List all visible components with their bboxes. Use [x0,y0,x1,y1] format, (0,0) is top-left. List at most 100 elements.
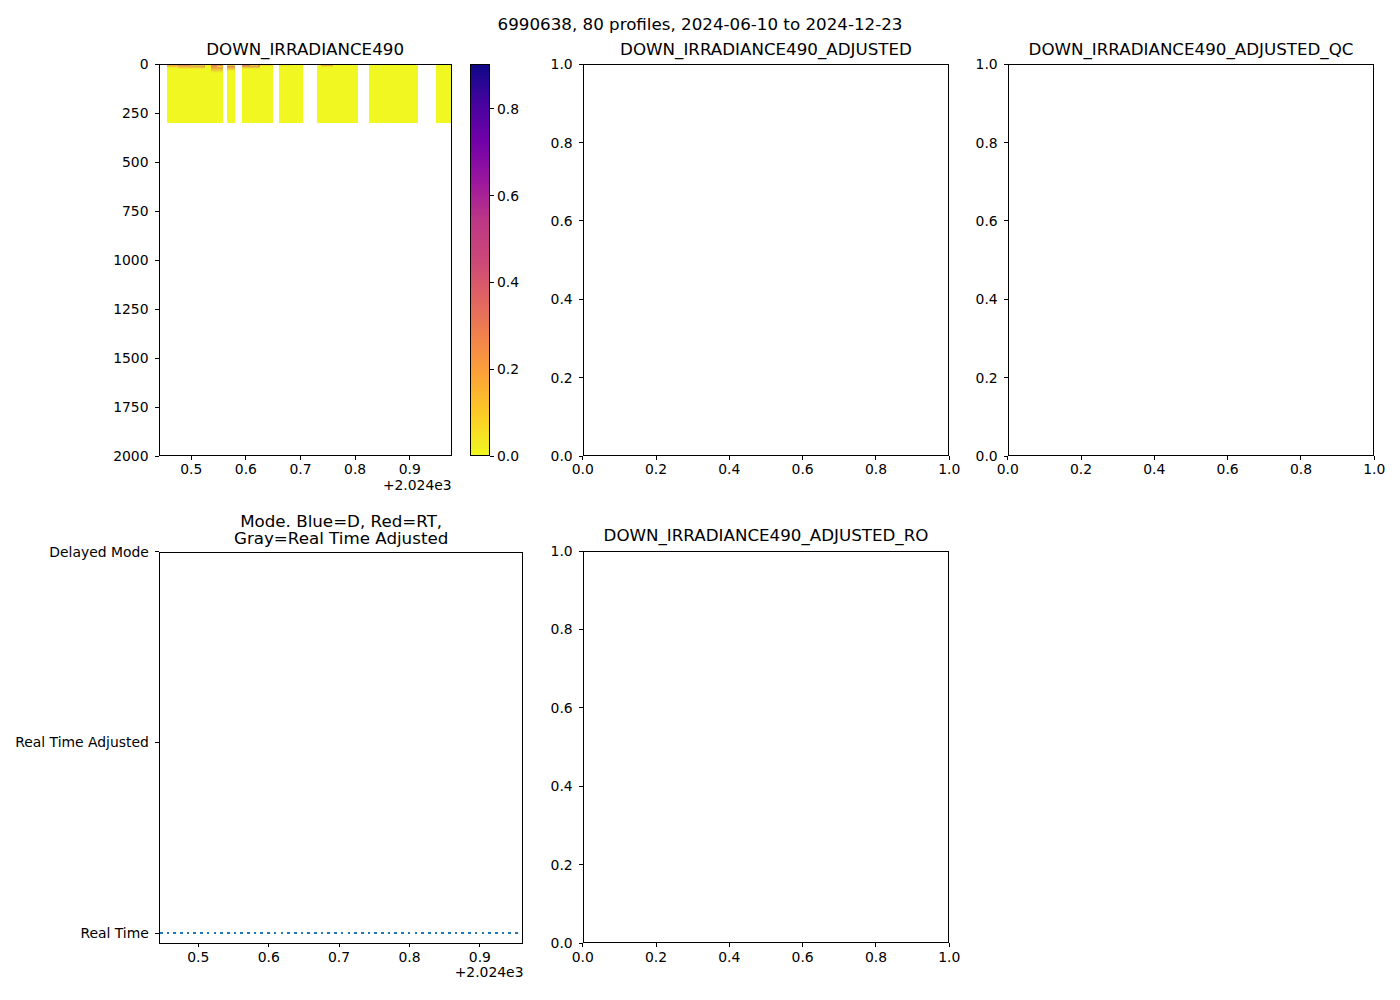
y-tick-label: 0.0 [423,449,573,463]
y-tick [579,786,583,787]
x-tick [191,456,192,460]
x-tick [268,944,269,948]
colorbar-tick-label: 0.4 [497,275,557,289]
x-tick [656,943,657,947]
x-tick-label: 0.9 [370,462,450,476]
x-tick-label: 0.2 [616,462,696,476]
colorbar-outline [470,64,490,456]
y-tick-label: 1000 [0,253,149,267]
y-tick [579,142,583,143]
y-tick-label: 0 [0,57,149,71]
colorbar-tick-label: 0.8 [497,102,557,116]
y-tick-label: 0.6 [423,701,573,715]
colorbar-tick-label: 0.6 [497,189,557,203]
x-tick [198,944,199,948]
figure-canvas: 6990638, 80 profiles, 2024-06-10 to 2024… [0,0,1400,1000]
x-tick-label: 0.7 [299,950,379,964]
y-tick-label: 0.8 [848,136,998,150]
y-tick [155,64,159,65]
y-tick-label: 1.0 [423,57,573,71]
x-offset-label: +2.024e3 [302,478,452,492]
y-tick-label: 1.0 [423,544,573,558]
x-tick [949,943,950,947]
y-tick-label: Delayed Mode [0,545,149,559]
axes-mode [159,552,524,944]
y-tick [579,629,583,630]
y-tick-label: 0.6 [848,214,998,228]
y-tick-label: 1750 [0,400,149,414]
y-tick-label: 1250 [0,302,149,316]
axes-irradiance_adjusted_ro [583,551,950,943]
x-tick-label: 0.4 [689,462,769,476]
y-tick [579,707,583,708]
colorbar-tick [490,282,494,283]
y-tick-label: 1.0 [848,57,998,71]
x-tick-label: 0.8 [369,950,449,964]
y-tick-label: 0.2 [423,371,573,385]
y-tick-label: 0.8 [423,622,573,636]
x-tick [409,944,410,948]
y-tick-label: 500 [0,155,149,169]
axes-title-irradiance_adjusted_ro: DOWN_IRRADIANCE490_ADJUSTED_RO [466,527,1066,544]
y-tick [155,309,159,310]
x-tick-label: 0.2 [1041,462,1121,476]
y-tick-label: 0.0 [423,936,573,950]
x-tick-label: 0.5 [158,950,238,964]
y-tick [579,377,583,378]
y-tick [155,407,159,408]
y-tick [1004,377,1008,378]
y-tick [155,162,159,163]
x-tick-label: 0.0 [968,462,1048,476]
y-tick-label: 0.4 [423,779,573,793]
y-tick-label: 0.2 [423,858,573,872]
x-tick [875,943,876,947]
y-tick-label: 250 [0,106,149,120]
x-tick-label: 0.6 [763,462,843,476]
figure-suptitle: 6990638, 80 profiles, 2024-06-10 to 2024… [0,16,1400,33]
axes-irradiance_adjusted_qc [1008,64,1375,456]
x-tick-label: 0.6 [229,950,309,964]
x-tick-label: 1.0 [1334,462,1400,476]
x-tick-label: 0.4 [689,950,769,964]
y-tick [155,456,159,457]
y-tick [579,864,583,865]
y-tick-label: 1500 [0,351,149,365]
y-tick [155,113,159,114]
x-tick [1007,456,1008,460]
x-tick [582,943,583,947]
y-tick [155,742,159,743]
x-tick [802,456,803,460]
x-tick-label: 0.9 [440,950,520,964]
colorbar-tick [490,369,494,370]
y-tick-label: 750 [0,204,149,218]
y-tick [155,551,159,552]
colorbar-tick [490,195,494,196]
y-tick [155,358,159,359]
x-tick [1227,456,1228,460]
x-tick [582,456,583,460]
x-tick-label: 0.8 [836,950,916,964]
x-tick [409,456,410,460]
x-tick [1081,456,1082,460]
x-tick [355,456,356,460]
y-tick-label: 0.6 [423,214,573,228]
y-tick [1004,456,1008,457]
y-tick-label: Real Time [0,926,149,940]
y-tick [155,260,159,261]
x-tick [656,456,657,460]
x-tick-label: 0.8 [836,462,916,476]
x-tick-label: 0.6 [763,950,843,964]
axes-title-irradiance_adjusted_qc: DOWN_IRRADIANCE490_ADJUSTED_QC [891,41,1400,58]
y-tick [1004,299,1008,300]
x-tick-label: 0.8 [1261,462,1341,476]
y-tick-label: 0.4 [423,292,573,306]
y-tick [155,211,159,212]
x-tick-label: 0.0 [543,462,623,476]
x-tick [729,456,730,460]
x-offset-label: +2.024e3 [374,965,524,979]
y-tick [579,64,583,65]
y-tick-label: Real Time Adjusted [0,735,149,749]
y-tick [579,220,583,221]
x-tick-label: 0.6 [1188,462,1268,476]
x-tick [729,943,730,947]
